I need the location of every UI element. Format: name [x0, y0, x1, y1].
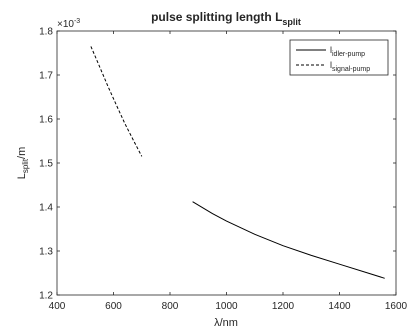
x-tick-label: 800 [162, 301, 179, 312]
series-line-idler-pump [192, 201, 385, 279]
plot-frame [56, 30, 397, 296]
y-tick-label: 1.6 [39, 115, 53, 126]
y-axis-label-main: L [16, 173, 28, 179]
x-tick-label: 600 [105, 301, 122, 312]
series-line-signal-pump [90, 46, 143, 157]
y-tick-label: 1.2 [39, 291, 53, 302]
chart-title-sub: split [282, 17, 301, 27]
y-multiplier: ×10-3 [57, 18, 80, 30]
y-tick-label: 1.5 [39, 159, 53, 170]
y-multiplier-exp: -3 [74, 18, 80, 25]
x-axis-label: λ/nm [214, 317, 238, 329]
series-layer [90, 46, 385, 279]
y-tick-label: 1.3 [39, 247, 53, 258]
legend-label-idler-main: l [330, 45, 332, 55]
y-axis-label-suffix: /m [16, 147, 28, 159]
x-tick-label: 400 [49, 301, 66, 312]
x-tick-label: 1600 [385, 301, 408, 312]
legend-label-signal-sub: signal-pump [332, 66, 370, 73]
y-axis-label: Lsplit/m [16, 147, 30, 180]
chart-title: pulse splitting length Lsplit [151, 10, 301, 27]
ticks-layer: 400 600 800 1000 1200 1400 1600 1.2 1.3 1.4 1.5 1.6… [39, 27, 407, 313]
chart-title-main: pulse splitting length L [151, 10, 282, 24]
legend-box [289, 39, 389, 76]
x-tick-label: 1200 [272, 301, 295, 312]
y-multiplier-base: ×10 [57, 19, 74, 30]
y-axis-label-sub: split [21, 158, 30, 173]
legend: lidler-pump lsignal-pump [289, 39, 389, 76]
legend-label-signal: lsignal-pump [330, 60, 370, 73]
y-tick-label: 1.8 [39, 27, 53, 38]
y-tick-label: 1.7 [39, 71, 53, 82]
x-tick-label: 1000 [215, 301, 238, 312]
legend-label-idler-sub: idler-pump [332, 51, 365, 58]
y-tick-label: 1.4 [39, 203, 53, 214]
legend-label-signal-main: l [330, 60, 332, 70]
legend-label-idler: lidler-pump [330, 45, 365, 58]
x-tick-label: 1400 [328, 301, 351, 312]
